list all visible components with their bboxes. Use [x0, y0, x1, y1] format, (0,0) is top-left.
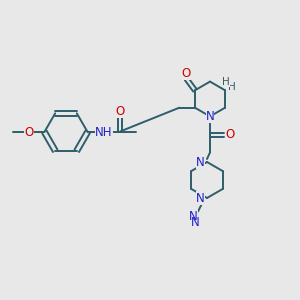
Text: H: H — [222, 77, 230, 87]
Text: N: N — [196, 191, 205, 205]
Text: N: N — [189, 210, 198, 224]
Text: O: O — [24, 125, 33, 139]
Text: O: O — [225, 128, 234, 142]
Text: NH: NH — [95, 125, 112, 139]
Text: N: N — [206, 110, 214, 123]
Text: N: N — [196, 155, 205, 169]
Text: H: H — [228, 82, 236, 92]
Text: O: O — [181, 67, 190, 80]
Text: N: N — [191, 216, 200, 230]
Text: O: O — [115, 104, 124, 118]
